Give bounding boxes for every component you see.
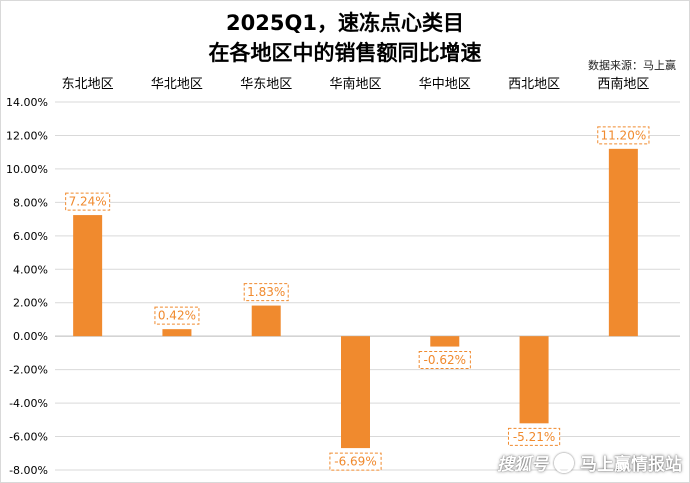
bar <box>162 329 192 337</box>
data-label-box <box>507 427 561 446</box>
data-label-box <box>65 192 111 211</box>
data-label: 0.42% <box>158 309 196 323</box>
data-label-box <box>329 452 382 471</box>
y-tick-label: -8.00% <box>9 464 48 477</box>
category-label: 华东地区 <box>240 77 292 92</box>
y-tick-label: -6.00% <box>9 431 48 444</box>
chart-title-line2: 在各地区中的销售额同比增速 <box>208 41 482 65</box>
category-label: 华北地区 <box>151 77 203 92</box>
category-label: 东北地区 <box>62 77 114 92</box>
y-tick-label: 2.00% <box>13 297 48 310</box>
watermark-name: 马上赢情报站 <box>580 455 682 475</box>
y-tick-label: 0.00% <box>13 330 48 343</box>
data-label-box <box>597 126 650 145</box>
bar <box>251 305 281 337</box>
data-label: 11.20% <box>600 128 646 142</box>
y-tick-label: -2.00% <box>9 364 48 377</box>
bar <box>519 336 549 424</box>
bar <box>341 336 370 449</box>
watermark-brand: 搜狐号 <box>497 455 548 475</box>
category-label: 西南地区 <box>597 76 649 92</box>
y-tick-label: 8.00% <box>13 196 48 209</box>
account-icon <box>554 452 574 473</box>
category-label: 西北地区 <box>508 77 560 92</box>
data-label: -5.21% <box>513 430 555 444</box>
data-label-box <box>418 351 471 370</box>
bar <box>430 336 460 347</box>
data-label: 7.24% <box>69 195 107 209</box>
y-tick-label: 6.00% <box>13 230 48 243</box>
chart-title-line1: 2025Q1，速冻点心类目 <box>226 11 464 35</box>
y-tick-label: 4.00% <box>13 263 48 276</box>
data-source-note: 数据来源：马上赢 <box>588 59 676 72</box>
y-tick-label: 14.00% <box>6 96 48 109</box>
data-label-box <box>154 306 200 325</box>
data-label: -6.69% <box>334 455 376 469</box>
category-label: 华南地区 <box>329 76 381 92</box>
data-label: 1.83% <box>247 285 285 299</box>
data-label-box <box>243 283 289 302</box>
bar <box>608 148 638 337</box>
y-tick-label: -4.00% <box>9 397 48 410</box>
watermark: 搜狐号 马上赢情报站 <box>497 450 682 475</box>
y-tick-label: 10.00% <box>6 163 48 176</box>
category-label: 华中地区 <box>419 77 471 92</box>
y-tick-label: 12.00% <box>6 129 48 142</box>
data-label: -0.62% <box>424 353 466 367</box>
bar <box>73 215 103 337</box>
